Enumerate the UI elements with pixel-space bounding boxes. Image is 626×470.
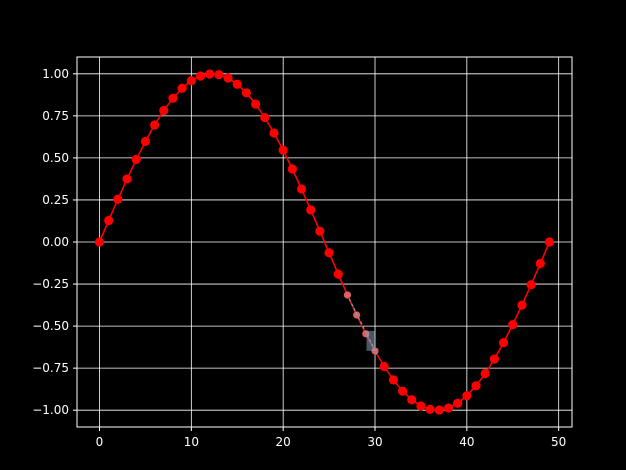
y-tick-label: −0.75 <box>32 361 69 375</box>
data-point <box>168 93 178 103</box>
data-point <box>296 184 307 194</box>
y-tick-label: 0.50 <box>42 151 69 165</box>
data-point <box>407 395 417 405</box>
data-point <box>425 404 435 414</box>
data-point <box>131 154 141 165</box>
data-point <box>140 136 151 147</box>
data-point <box>315 226 325 236</box>
x-tick-label: 40 <box>459 435 474 449</box>
y-tick-label: −0.50 <box>32 319 69 333</box>
data-point <box>251 99 261 109</box>
data-point <box>489 354 499 364</box>
drag-trail <box>348 298 378 355</box>
data-point <box>278 145 288 155</box>
x-tick-label: 30 <box>367 435 382 449</box>
y-tick-label: −1.00 <box>32 403 69 417</box>
data-point <box>287 164 297 174</box>
data-point <box>306 205 316 215</box>
data-point <box>260 112 270 123</box>
data-point <box>508 319 518 330</box>
data-point <box>434 405 444 415</box>
data-point <box>517 300 527 310</box>
x-tick-label: 50 <box>551 435 566 449</box>
data-point <box>113 194 123 204</box>
axis-ticks: 0 10 20 30 40 50 1.00 0.75 0.50 0.25 0.00 −0.25 −0.5… <box>32 67 566 449</box>
data-point <box>480 368 490 379</box>
data-point <box>232 79 242 89</box>
data-point <box>498 337 509 348</box>
data-point <box>94 237 105 247</box>
data-point <box>241 88 252 98</box>
series-sine <box>94 69 555 415</box>
data-point <box>471 381 481 391</box>
data-point <box>214 70 224 80</box>
data-point <box>526 280 536 290</box>
data-point <box>397 386 408 396</box>
data-point <box>186 76 196 86</box>
data-point <box>544 237 555 247</box>
data-point <box>195 71 206 81</box>
x-tick-label: 0 <box>96 435 104 449</box>
y-tick-label: 0.75 <box>42 109 69 123</box>
data-point <box>159 105 169 116</box>
x-tick-label: 20 <box>276 435 291 449</box>
data-point <box>416 401 426 411</box>
data-point <box>205 69 215 79</box>
data-point <box>324 248 334 258</box>
data-point <box>150 120 160 130</box>
data-point <box>462 391 472 401</box>
data-point <box>388 375 398 385</box>
data-point <box>122 174 132 184</box>
data-point <box>223 73 233 83</box>
y-tick-label: −0.25 <box>32 277 69 291</box>
data-point <box>443 403 454 413</box>
data-point <box>535 258 545 269</box>
data-point <box>453 398 463 408</box>
data-point <box>333 269 343 279</box>
y-tick-label: 0.25 <box>42 193 69 207</box>
y-tick-label: 1.00 <box>42 67 69 81</box>
drag-cursor[interactable] <box>348 298 378 355</box>
data-point <box>269 128 279 138</box>
y-tick-label: 0.00 <box>42 235 69 249</box>
data-point <box>379 361 389 372</box>
x-tick-label: 10 <box>184 435 199 449</box>
data-point <box>343 291 352 299</box>
data-point <box>177 83 187 93</box>
data-point <box>104 215 114 226</box>
